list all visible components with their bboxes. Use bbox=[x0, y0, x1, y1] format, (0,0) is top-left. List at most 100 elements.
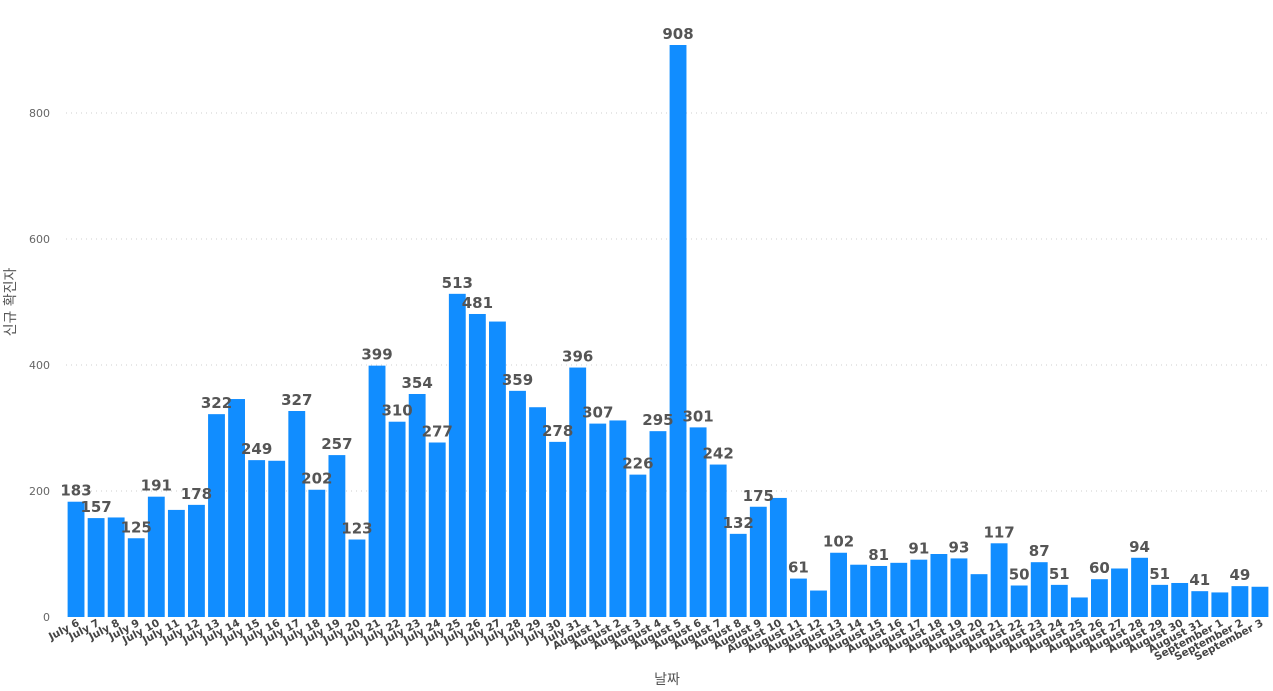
data-label: 310 bbox=[381, 402, 412, 420]
data-label: 157 bbox=[80, 498, 111, 516]
bars bbox=[67, 45, 1269, 617]
bar bbox=[1171, 582, 1189, 617]
y-axis-ticks: 0 200 400 600 800 bbox=[29, 107, 50, 624]
data-label: 125 bbox=[121, 518, 152, 536]
bar bbox=[890, 562, 908, 617]
bar bbox=[428, 442, 446, 617]
data-label: 51 bbox=[1049, 565, 1070, 583]
bar bbox=[870, 565, 888, 617]
bar bbox=[408, 393, 426, 617]
bar bbox=[1010, 585, 1028, 617]
data-label: 277 bbox=[422, 423, 453, 441]
bar bbox=[107, 517, 125, 617]
bar bbox=[1030, 562, 1048, 617]
y-axis-title: 신규 확진자 bbox=[3, 267, 19, 336]
bar bbox=[308, 489, 326, 617]
data-label: 226 bbox=[622, 455, 653, 473]
y-tick-label: 200 bbox=[29, 485, 50, 498]
data-label: 301 bbox=[682, 407, 713, 425]
y-tick-label: 800 bbox=[29, 107, 50, 120]
y-tick-label: 0 bbox=[43, 611, 50, 624]
data-label: 81 bbox=[868, 546, 889, 564]
data-label: 327 bbox=[281, 391, 312, 409]
bar bbox=[328, 455, 346, 617]
data-label: 257 bbox=[321, 435, 352, 453]
bar bbox=[709, 464, 727, 617]
bar bbox=[1191, 591, 1209, 617]
data-label: 908 bbox=[662, 25, 693, 43]
data-label: 513 bbox=[442, 274, 473, 292]
data-label: 93 bbox=[949, 538, 970, 556]
bar bbox=[509, 390, 526, 617]
bar bbox=[368, 365, 386, 617]
bar bbox=[729, 533, 747, 617]
data-label: 322 bbox=[201, 394, 232, 412]
data-label: 123 bbox=[341, 520, 372, 538]
data-label: 354 bbox=[402, 374, 433, 392]
bar bbox=[950, 558, 968, 617]
bar bbox=[609, 420, 627, 617]
bar bbox=[1231, 586, 1249, 617]
bar bbox=[589, 423, 607, 617]
bar bbox=[1050, 584, 1068, 617]
bar bbox=[769, 497, 787, 617]
bar bbox=[1111, 568, 1128, 617]
data-label: 183 bbox=[60, 482, 91, 500]
gridlines bbox=[66, 112, 1270, 492]
data-label: 481 bbox=[462, 294, 493, 312]
data-label: 307 bbox=[582, 404, 613, 422]
y-tick-label: 400 bbox=[29, 359, 50, 372]
bar bbox=[288, 411, 306, 617]
data-label: 175 bbox=[743, 487, 774, 505]
bar bbox=[850, 564, 868, 617]
x-axis-title: 날짜 bbox=[654, 672, 680, 688]
data-label: 60 bbox=[1089, 559, 1110, 577]
data-label: 359 bbox=[502, 371, 533, 389]
data-label: 202 bbox=[301, 470, 332, 488]
bar bbox=[167, 509, 185, 617]
data-label: 242 bbox=[703, 445, 734, 463]
bar bbox=[87, 518, 105, 617]
bar bbox=[1131, 557, 1148, 617]
data-label: 132 bbox=[723, 514, 754, 532]
data-label: 396 bbox=[562, 348, 593, 366]
data-label: 399 bbox=[361, 346, 392, 364]
bar bbox=[790, 578, 807, 617]
bar bbox=[990, 543, 1008, 617]
bar bbox=[468, 313, 486, 617]
data-label: 49 bbox=[1229, 566, 1250, 584]
bar bbox=[1151, 584, 1169, 617]
data-label: 191 bbox=[141, 477, 172, 495]
data-label: 61 bbox=[788, 559, 809, 577]
bar bbox=[649, 431, 667, 617]
bar bbox=[830, 552, 847, 617]
bar bbox=[629, 474, 647, 617]
data-label: 41 bbox=[1189, 571, 1210, 589]
bar bbox=[1211, 592, 1229, 617]
bar bbox=[970, 574, 988, 617]
bar bbox=[529, 407, 546, 617]
data-label: 102 bbox=[823, 533, 854, 551]
bar bbox=[67, 501, 85, 617]
bar bbox=[208, 414, 225, 617]
bar bbox=[930, 554, 948, 617]
data-label: 50 bbox=[1009, 566, 1030, 584]
bar bbox=[689, 427, 707, 617]
bar bbox=[147, 496, 165, 617]
y-tick-label: 600 bbox=[29, 233, 50, 246]
bar bbox=[549, 441, 567, 617]
data-label: 94 bbox=[1129, 538, 1150, 556]
bar bbox=[1070, 597, 1088, 617]
data-label: 87 bbox=[1029, 542, 1050, 560]
bar bbox=[669, 45, 687, 617]
bar bbox=[188, 504, 205, 617]
bar bbox=[489, 321, 506, 617]
bar bbox=[810, 590, 827, 617]
bar bbox=[388, 421, 406, 617]
bar bbox=[1251, 586, 1269, 617]
bar bbox=[268, 460, 286, 617]
data-label: 249 bbox=[241, 440, 272, 458]
